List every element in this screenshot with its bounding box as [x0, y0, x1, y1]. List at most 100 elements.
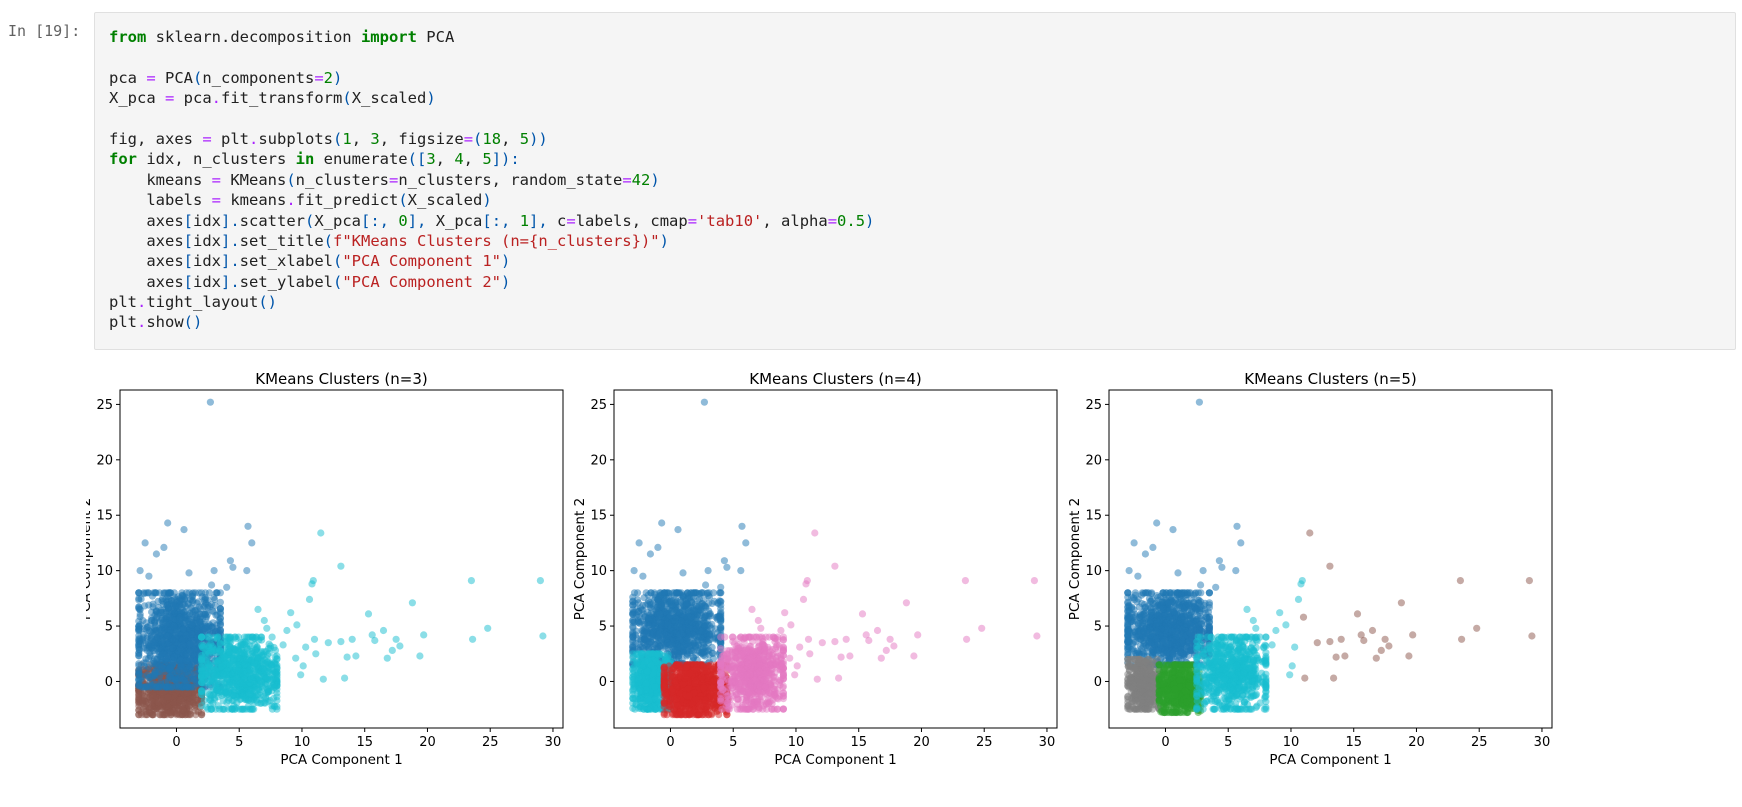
scatter-point	[668, 618, 676, 626]
code-token: fit_predict	[295, 191, 399, 210]
scatter-point	[170, 622, 178, 630]
code-token: ]):	[491, 150, 520, 169]
code-token: n_clusters	[295, 170, 389, 189]
scatter-point	[302, 643, 310, 651]
scatter-point	[185, 671, 193, 679]
scatter-point	[198, 690, 206, 698]
scatter-point	[135, 646, 143, 654]
scatter-point	[655, 630, 663, 638]
scatter-point	[297, 671, 305, 679]
x-tick-label: 5	[235, 735, 243, 750]
scatter-point	[213, 679, 221, 687]
scatter-point	[259, 664, 267, 673]
code-token: labels	[109, 191, 212, 210]
scatter-point	[258, 647, 266, 656]
scatter-point	[168, 675, 176, 683]
code-token: =	[622, 170, 632, 189]
scatter-point	[182, 657, 190, 665]
x-tick-label: 25	[482, 735, 499, 750]
scatter-point	[220, 671, 228, 679]
code-line: plt.show()	[109, 312, 874, 332]
scatter-point	[702, 581, 710, 589]
scatter-point	[658, 590, 666, 599]
code-token: set_ylabel	[239, 272, 333, 291]
code-token: sklearn.decomposition	[146, 28, 361, 46]
y-tick-label: 20	[96, 453, 113, 468]
scatter-point	[160, 543, 168, 551]
y-tick-label: 15	[96, 509, 113, 524]
scatter-figure: KMeans Clusters (n=3)0 5 10 15 20 25 300510152…	[86, 370, 1553, 768]
scatter-point	[230, 696, 238, 705]
scatter-point	[142, 683, 150, 691]
code-token: ].	[221, 231, 240, 250]
scatter-point	[244, 522, 252, 530]
scatter-point	[211, 627, 220, 636]
scatter-point	[210, 567, 218, 575]
series-2	[660, 661, 732, 719]
scatter-point	[675, 630, 683, 639]
code-block[interactable]: from sklearn.decomposition import PCA pc…	[109, 27, 874, 333]
scatter-point	[166, 708, 174, 717]
code-cell-editor[interactable]: from sklearn.decomposition import PCA pc…	[94, 12, 1736, 350]
code-token: .	[249, 129, 259, 148]
scatter-point	[180, 526, 188, 534]
scatter-point	[176, 696, 185, 704]
scatter-point	[174, 675, 182, 684]
scatter-point	[673, 642, 681, 650]
scatter-point	[255, 673, 263, 681]
scatter-point	[179, 606, 187, 614]
scatter-point	[737, 567, 745, 575]
code-token: set_xlabel	[239, 252, 333, 271]
scatter-point	[634, 614, 642, 622]
scatter-point	[241, 633, 249, 641]
scatter-point	[205, 633, 213, 641]
scatter-point	[152, 550, 160, 558]
code-token: [	[183, 231, 193, 250]
code-token: idx, n_clusters	[137, 150, 296, 169]
code-token: axes	[109, 211, 184, 230]
code-token: ].	[221, 211, 240, 230]
code-token: (	[333, 252, 343, 271]
code-token: .	[211, 89, 222, 108]
scatter-point	[717, 583, 725, 591]
code-token: =	[687, 211, 698, 230]
scatter-point	[651, 683, 659, 691]
scatter-point	[231, 633, 239, 641]
scatter-point	[159, 697, 167, 705]
scatter-point	[469, 635, 477, 643]
code-token: (	[333, 272, 343, 291]
scatter-point	[629, 622, 637, 630]
scatter-point	[642, 637, 651, 645]
scatter-point	[337, 638, 345, 646]
scatter-point	[181, 593, 190, 601]
scatter-point	[216, 598, 224, 606]
scatter-point	[135, 682, 143, 690]
scatter-point	[193, 606, 201, 614]
scatter-point	[273, 681, 281, 689]
scatter-point	[700, 398, 709, 406]
scatter-point	[211, 672, 219, 680]
scatter-point	[145, 706, 153, 714]
scatter-point	[207, 705, 215, 713]
scatter-point	[694, 597, 702, 605]
code-token: ()	[258, 293, 277, 312]
x-tick-label: 20	[419, 735, 436, 750]
scatter-point	[641, 613, 649, 621]
scatter-point	[654, 600, 662, 608]
code-token: import	[360, 28, 417, 46]
scatter-point	[647, 661, 655, 669]
scatter-point	[536, 577, 544, 585]
scatter-point	[145, 572, 153, 580]
code-token: X_scaled	[407, 191, 483, 210]
code-token: ,	[463, 150, 483, 169]
code-token: from	[109, 28, 147, 46]
code-token: 3	[426, 150, 436, 169]
scatter-point	[709, 589, 718, 597]
scatter-point	[279, 641, 287, 649]
code-token: plt	[109, 313, 137, 332]
scatter-point	[139, 634, 147, 642]
code-token: , alpha	[762, 211, 828, 230]
scatter-point	[651, 590, 659, 599]
scatter-point	[655, 651, 663, 660]
scatter-point	[204, 596, 212, 604]
